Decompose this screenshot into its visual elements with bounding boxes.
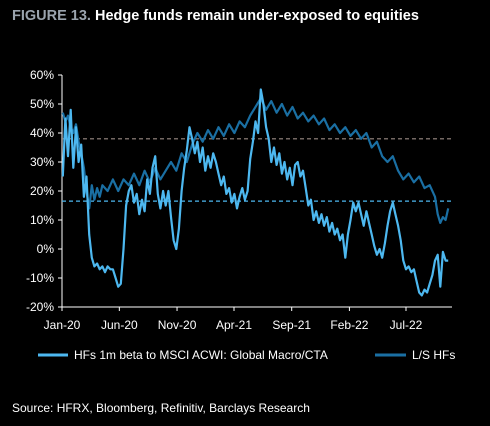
y-tick-label: 20%: [30, 184, 54, 198]
y-tick-label: 30%: [30, 155, 54, 169]
legend-item-macro-label: HFs 1m beta to MSCI ACWI: Global Macro/C…: [74, 348, 328, 362]
y-tick-label: 10%: [30, 213, 54, 227]
series-macro-line: [61, 88, 449, 297]
y-tick-label: -10%: [26, 271, 54, 285]
x-tick-label: Sep-21: [272, 318, 311, 332]
y-tick-label: 0%: [37, 242, 55, 256]
chart-title: FIGURE 13. Hedge funds remain under-expo…: [12, 8, 419, 24]
source-note: Source: HFRX, Bloomberg, Refinitiv, Barc…: [12, 401, 310, 415]
series-ls-line: [61, 97, 450, 224]
figure-label: FIGURE 13.: [12, 8, 91, 24]
figure-title: Hedge funds remain under-exposed to equi…: [95, 8, 419, 24]
y-tick-label: 60%: [30, 68, 54, 82]
y-tick-label: 40%: [30, 126, 54, 140]
x-tick-label: Feb-22: [330, 318, 368, 332]
x-tick-label: Jan-20: [44, 318, 81, 332]
y-tick-label: 50%: [30, 97, 54, 111]
legend-item-ls-label: L/S HFs: [412, 348, 455, 362]
x-tick-label: Jun-20: [101, 318, 138, 332]
x-tick-label: Apr-21: [216, 318, 252, 332]
x-tick-label: Nov-20: [158, 318, 197, 332]
x-tick-label: Jul-22: [390, 318, 423, 332]
y-tick-label: -20%: [26, 300, 54, 314]
